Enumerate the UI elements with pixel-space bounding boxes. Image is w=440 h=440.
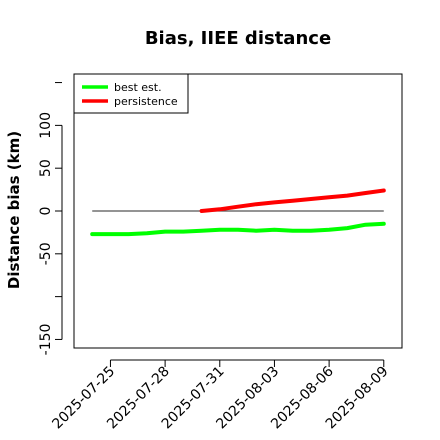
- chart-title: Bias, IIEE distance: [145, 28, 331, 49]
- x-axis: 2025-07-252025-07-282025-07-312025-08-03…: [49, 359, 392, 432]
- y-tick-label: 100: [38, 112, 54, 139]
- y-tick-label: -50: [38, 242, 54, 265]
- series-line-best-est: [90, 221, 386, 237]
- plot-content: [90, 188, 386, 237]
- y-tick-label: 0: [38, 207, 54, 216]
- legend-label-persistence: persistence: [114, 95, 178, 108]
- y-tick-label: 50: [38, 159, 54, 177]
- plot-frame: [73, 73, 403, 349]
- y-axis-label: Distance bias (km): [5, 131, 23, 289]
- legend: best est. persistence: [73, 73, 189, 114]
- y-tick-label: -150: [38, 324, 54, 356]
- y-axis: -150 -50 0 50 100: [38, 82, 63, 356]
- legend-box: [73, 73, 189, 114]
- legend-label-best-est: best est.: [114, 81, 162, 94]
- series-line-persistence: [199, 188, 386, 213]
